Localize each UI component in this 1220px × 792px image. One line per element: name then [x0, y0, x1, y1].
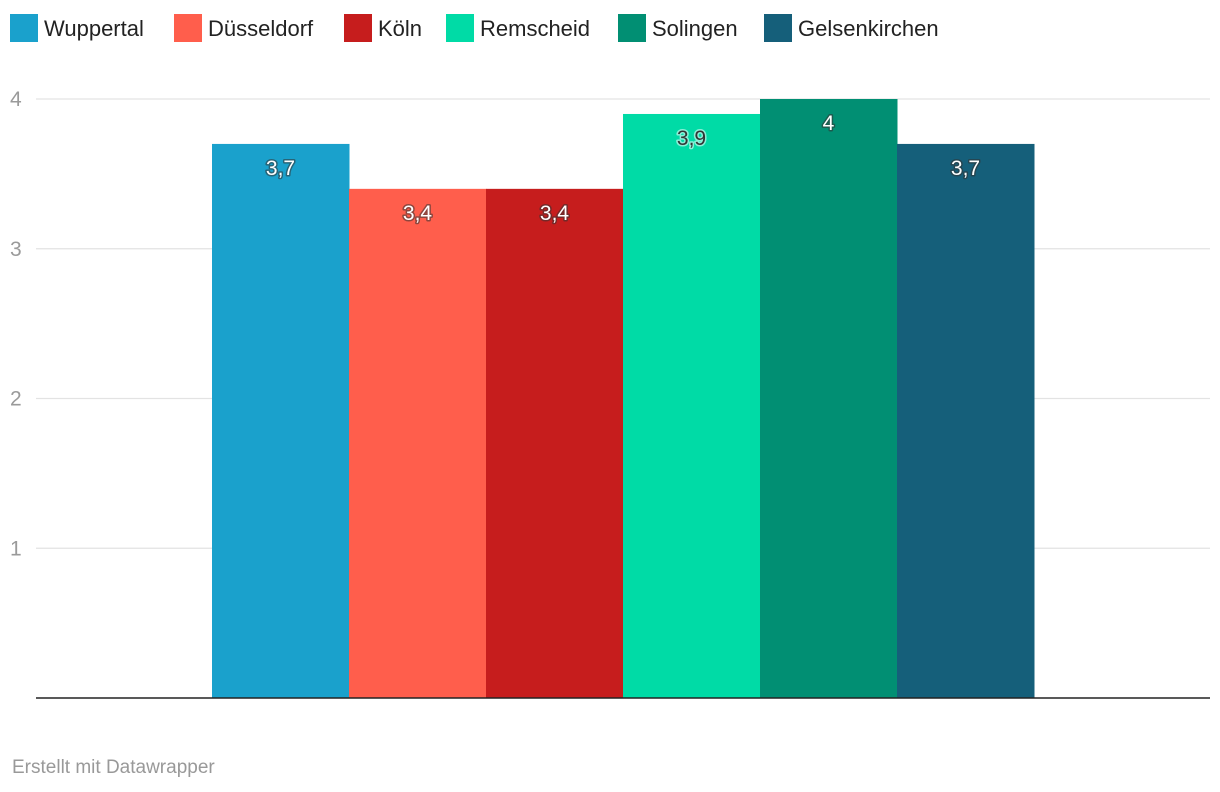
- legend-swatch-1: [174, 14, 202, 42]
- legend-swatch-3: [446, 14, 474, 42]
- y-tick-label-0: 1: [10, 537, 22, 560]
- data-label-0: 3,7: [266, 157, 295, 180]
- y-tick-label-2: 3: [10, 238, 22, 261]
- data-label-5: 3,7: [951, 157, 980, 180]
- data-label-1: 3,4: [403, 202, 433, 225]
- y-tick-label-3: 4: [10, 88, 22, 111]
- data-label-halo-0: 3,7: [266, 157, 295, 180]
- legend-swatch-2: [344, 14, 372, 42]
- data-label-3: 3,9: [677, 127, 706, 150]
- legend-label-2: Köln: [378, 16, 422, 41]
- legend-label-4: Solingen: [652, 16, 738, 41]
- bar-2: [486, 188, 624, 698]
- legend-label-0: Wuppertal: [44, 16, 144, 41]
- bars: [212, 99, 1035, 699]
- data-label-halo-4: 4: [823, 112, 835, 135]
- data-label-2: 3,4: [540, 202, 570, 225]
- data-label-4: 4: [823, 112, 835, 135]
- y-tick-label-1: 2: [10, 388, 22, 411]
- legend-swatch-5: [764, 14, 792, 42]
- bar-0: [212, 143, 350, 699]
- data-label-halo-3: 3,9: [677, 127, 706, 150]
- data-label-halo-5: 3,7: [951, 157, 980, 180]
- bar-4: [760, 99, 898, 698]
- data-label-halo-2: 3,4: [540, 202, 570, 225]
- bar-5: [897, 143, 1035, 699]
- legend-swatch-4: [618, 14, 646, 42]
- legend-label-5: Gelsenkirchen: [798, 16, 939, 41]
- bar-3: [623, 113, 761, 699]
- y-axis-ticks: 1 2 3 4: [10, 88, 22, 560]
- legend-label-1: Düsseldorf: [208, 16, 314, 41]
- data-label-halo-1: 3,4: [403, 202, 433, 225]
- credit-text: Erstellt mit Datawrapper: [12, 757, 215, 778]
- legend-label-3: Remscheid: [480, 16, 590, 41]
- legend-swatch-0: [10, 14, 38, 42]
- bar-1: [349, 188, 487, 698]
- legend: Wuppertal Düsseldorf Köln Remscheid Solingen…: [10, 14, 939, 42]
